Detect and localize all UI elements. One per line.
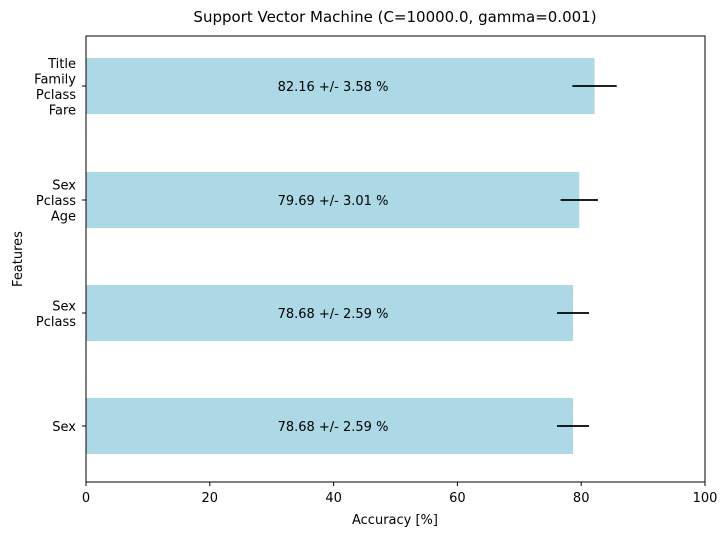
y-tick-label-line: Sex (52, 299, 76, 314)
y-tick-label-line: Pclass (36, 315, 76, 330)
data-labels-layer: 78.68 +/- 2.59 % 78.68 +/- 2.59 % 79.69 +/… (278, 80, 389, 435)
bars-layer (86, 58, 595, 454)
plot-frame (85, 35, 706, 483)
y-tick-label-line: Family (34, 72, 76, 87)
y-axis-title: Features (11, 231, 26, 287)
error-bars-layer (556, 85, 617, 427)
y-tick-label: Sex Pclass (36, 299, 76, 330)
chart-title: Support Vector Machine (C=10000.0, gamma… (193, 8, 596, 26)
bar (86, 398, 574, 454)
x-tick-label: 40 (325, 491, 342, 506)
x-tick-label: 0 (82, 491, 90, 506)
y-tick-label: Title Family Pclass Fare (34, 57, 76, 119)
x-tick-label: 60 (449, 491, 466, 506)
bar (86, 285, 574, 341)
data-label: 78.68 +/- 2.59 % (278, 420, 389, 435)
bar (86, 58, 595, 114)
y-tick-label-line: Title (47, 57, 76, 72)
y-tick-label-line: Sex (52, 420, 76, 435)
y-tick-label-line: Age (51, 210, 76, 225)
x-tick-label: 80 (573, 491, 590, 506)
y-tick-label: Sex Pclass Age (36, 179, 76, 225)
y-tick-label: Sex (52, 420, 76, 435)
bar (86, 172, 580, 228)
y-tick-label-line: Fare (49, 103, 76, 118)
y-tick-label-line: Sex (52, 179, 76, 194)
y-tick-label-line: Pclass (36, 88, 76, 103)
data-label: 79.69 +/- 3.01 % (278, 194, 389, 209)
data-label: 78.68 +/- 2.59 % (278, 307, 389, 322)
data-label: 82.16 +/- 3.58 % (278, 80, 389, 95)
y-tick-label-line: Pclass (36, 194, 76, 209)
x-axis-ticks: 0 20 40 60 80 100 (82, 482, 718, 506)
x-tick-label: 20 (202, 491, 219, 506)
x-axis-title: Accuracy [%] (352, 513, 438, 528)
x-tick-label: 100 (693, 491, 718, 506)
